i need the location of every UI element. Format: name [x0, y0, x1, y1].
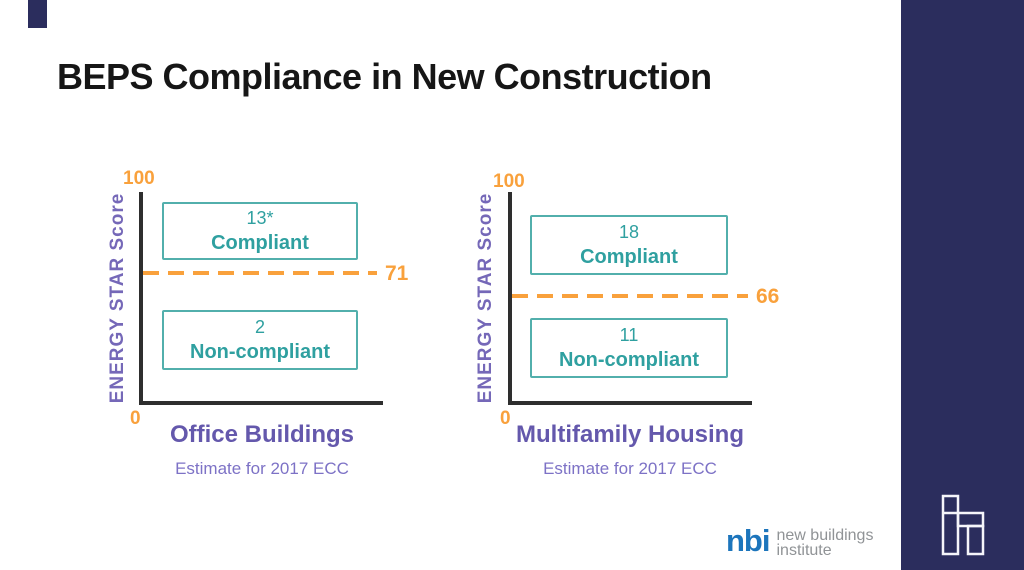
nbi-logo-abbr: nbi: [726, 523, 770, 558]
y-axis-title: ENERGY STAR Score: [107, 192, 128, 404]
chart-title: Multifamily Housing: [516, 421, 744, 448]
y-axis-min-label: 0: [500, 408, 511, 429]
noncompliant-box: 11 Non-compliant: [530, 318, 728, 378]
building-icon: [941, 494, 985, 556]
y-axis-line: [139, 192, 143, 405]
noncompliant-label: Non-compliant: [559, 348, 699, 371]
chart-office-buildings: 100 ENERGY STAR Score 13* Compliant 71 2…: [95, 165, 425, 480]
threshold-value: 71: [385, 262, 409, 285]
threshold-line: [143, 271, 377, 275]
y-axis-max-label: 100: [123, 168, 155, 189]
y-axis-line: [508, 192, 512, 405]
nbi-logo-name-line2: institute: [776, 542, 832, 559]
threshold-line: [512, 294, 748, 298]
y-axis-max-label: 100: [493, 171, 525, 192]
chart-multifamily-housing: 100 ENERGY STAR Score 18 Compliant 66 11…: [463, 165, 793, 480]
nbi-logo-name: new buildings institute: [776, 526, 874, 559]
page-title: BEPS Compliance in New Construction: [57, 56, 712, 97]
x-axis-line: [508, 401, 752, 405]
corner-accent: [28, 0, 47, 28]
compliant-count: 13*: [246, 208, 274, 229]
compliant-label: Compliant: [211, 231, 309, 254]
compliant-count: 18: [618, 222, 640, 243]
x-axis-line: [139, 401, 383, 405]
y-axis-min-label: 0: [130, 408, 141, 429]
y-axis-title: ENERGY STAR Score: [475, 192, 496, 404]
noncompliant-box: 2 Non-compliant: [162, 310, 358, 370]
chart-title: Office Buildings: [169, 421, 354, 448]
noncompliant-label: Non-compliant: [190, 340, 330, 363]
nbi-logo: nbi new buildings institute: [726, 523, 874, 559]
compliant-box: 13* Compliant: [162, 202, 358, 260]
compliant-box: 18 Compliant: [530, 215, 728, 275]
noncompliant-count: 11: [619, 325, 639, 346]
chart-subtitle: Estimate for 2017 ECC: [543, 459, 717, 478]
nbi-logo-name-line1: new buildings: [776, 527, 874, 544]
threshold-value: 66: [756, 285, 780, 308]
right-accent-bar: [901, 0, 1024, 570]
compliant-label: Compliant: [580, 245, 678, 268]
chart-subtitle: Estimate for 2017 ECC: [175, 459, 349, 478]
noncompliant-count: 2: [254, 317, 265, 338]
